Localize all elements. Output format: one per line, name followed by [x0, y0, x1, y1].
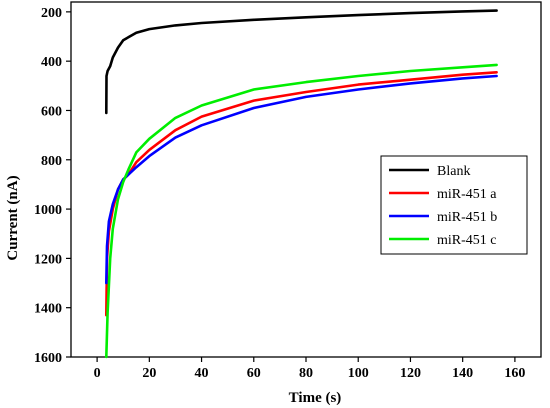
legend-label: miR-451 b: [437, 210, 497, 225]
y-tick-label: 1000: [34, 203, 62, 218]
x-tick-label: 80: [299, 366, 313, 381]
legend-box: [380, 155, 528, 255]
y-tick-label: 1400: [34, 302, 62, 317]
series-line-mir-451-a: [105, 71, 498, 317]
x-tick-label: 140: [452, 366, 473, 381]
legend-label: Blank: [437, 164, 470, 179]
x-tick-label: 160: [504, 366, 525, 381]
y-tick-label: 200: [41, 6, 62, 21]
y-tick-label: 1600: [34, 351, 62, 366]
series-line-blank: [105, 9, 498, 115]
legend: Blank miR-451 a miR-451 b miR-451 c: [380, 155, 528, 255]
y-axis-title: Current (nA): [5, 175, 21, 260]
series-line-mir-451-c: [105, 63, 498, 359]
x-tick-label: 40: [195, 366, 209, 381]
y-tick-label: 1200: [34, 252, 62, 267]
x-tick-label: 0: [94, 366, 101, 381]
y-tick-label: 800: [41, 154, 62, 169]
series-group: [105, 9, 498, 359]
legend-label: miR-451 c: [437, 233, 497, 248]
series-line-mir-451-b: [105, 74, 498, 285]
x-tick-label: 100: [348, 366, 369, 381]
x-tick-label: 120: [400, 366, 421, 381]
legend-label: miR-451 a: [437, 187, 497, 202]
y-tick-label: 600: [41, 104, 62, 119]
x-axis-title: Time (s): [289, 390, 342, 406]
x-tick-label: 20: [142, 366, 156, 381]
x-tick-label: 60: [247, 366, 261, 381]
y-tick-label: 400: [41, 55, 62, 70]
axes: 0 20 40 60 80 100 120 140 160 200 400 600 800 1000 120…: [34, 6, 525, 381]
